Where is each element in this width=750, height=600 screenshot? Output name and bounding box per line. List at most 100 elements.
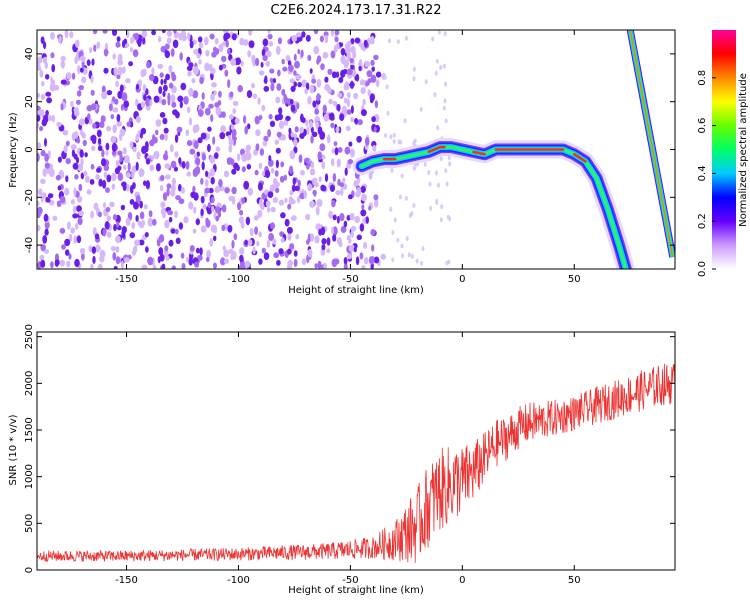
noise-cell	[244, 239, 248, 246]
noise-cell	[76, 138, 81, 144]
noise-cell	[356, 135, 362, 143]
noise-cell	[214, 206, 221, 214]
noise-cell	[335, 126, 340, 133]
snr-plot-area	[37, 332, 675, 570]
noise-cell	[158, 234, 165, 243]
spectrogram-y-label: Frequency (Hz)	[8, 112, 19, 188]
noise-cell	[66, 260, 71, 268]
noise-cell	[112, 214, 118, 221]
noise-cell	[352, 51, 357, 59]
noise-cell	[287, 248, 292, 255]
noise-cell	[215, 215, 220, 222]
noise-cell	[96, 245, 101, 251]
noise-cell	[269, 68, 275, 74]
noise-cell	[43, 213, 49, 222]
noise-cell	[342, 177, 346, 183]
noise-cell	[141, 264, 148, 269]
noise-cell	[304, 88, 308, 95]
noise-cell	[362, 98, 366, 106]
noise-cell	[213, 90, 217, 96]
noise-cell	[60, 79, 67, 85]
noise-cell	[120, 260, 124, 269]
noise-cell	[365, 216, 369, 224]
noise-cell	[238, 264, 243, 269]
noise-cell	[228, 248, 234, 255]
noise-cell	[92, 255, 96, 264]
noise-cell	[316, 55, 322, 63]
noise-cell	[76, 90, 82, 97]
steep-line-band	[629, 30, 674, 258]
noise-cell	[263, 252, 270, 260]
noise-cell	[173, 30, 177, 34]
noise-cell	[434, 70, 438, 76]
noise-cell	[269, 120, 276, 128]
noise-cell	[368, 256, 375, 265]
noise-cell	[350, 230, 354, 238]
noise-cell	[165, 255, 170, 261]
spectrogram-y-tick-label: 20	[24, 95, 35, 108]
noise-cell	[306, 163, 310, 170]
noise-cell	[265, 200, 271, 208]
noise-cell	[396, 237, 400, 243]
colorbar-tick-label: 0.4	[697, 165, 708, 181]
noise-cell	[331, 258, 338, 268]
noise-cell	[171, 265, 176, 269]
noise-cell	[116, 114, 121, 122]
noise-cell	[435, 170, 438, 176]
noise-cell	[344, 42, 350, 51]
noise-cell	[354, 215, 360, 224]
noise-cell	[170, 94, 176, 103]
noise-cell	[306, 239, 310, 245]
noise-cell	[57, 185, 62, 191]
noise-cell	[412, 203, 416, 208]
noise-cell	[317, 151, 323, 161]
noise-cell	[51, 63, 56, 73]
noise-cell	[295, 74, 302, 80]
noise-cell	[71, 72, 76, 80]
noise-cell	[195, 218, 200, 226]
noise-cell	[81, 132, 86, 139]
noise-cell	[331, 199, 336, 208]
noise-cell	[175, 195, 181, 201]
noise-cell	[204, 187, 210, 194]
noise-cell	[42, 168, 47, 177]
noise-cell	[274, 170, 279, 177]
noise-cell	[169, 144, 174, 153]
noise-cell	[171, 101, 177, 108]
noise-cell	[236, 66, 242, 75]
noise-cell	[210, 67, 216, 75]
noise-cell	[200, 132, 207, 140]
noise-cell	[389, 134, 393, 140]
noise-cell	[222, 30, 229, 34]
noise-cell	[115, 235, 121, 244]
noise-cell	[412, 66, 416, 72]
noise-cell	[38, 109, 44, 116]
noise-cell	[151, 67, 155, 76]
noise-cell	[198, 42, 204, 49]
noise-cell	[249, 228, 254, 236]
noise-cell	[267, 159, 274, 167]
noise-cell	[299, 132, 305, 139]
noise-cell	[428, 181, 432, 187]
noise-cell	[142, 68, 147, 77]
noise-cell	[48, 168, 55, 178]
noise-cell	[274, 139, 280, 145]
noise-cell	[264, 169, 271, 179]
noise-cell	[201, 153, 206, 161]
noise-cell	[195, 247, 200, 254]
noise-cell	[46, 97, 52, 104]
noise-cell	[111, 150, 117, 156]
noise-cell	[181, 262, 186, 269]
noise-cell	[70, 100, 74, 107]
noise-cell	[191, 77, 196, 84]
noise-cell	[129, 232, 136, 239]
noise-cell	[204, 36, 209, 46]
noise-cell	[404, 196, 408, 201]
noise-cell	[373, 256, 380, 264]
noise-cell	[51, 114, 55, 123]
noise-cell	[275, 147, 281, 154]
noise-cell	[267, 33, 273, 40]
noise-cell	[228, 195, 235, 202]
noise-cell	[253, 215, 259, 221]
noise-cell	[403, 118, 407, 124]
